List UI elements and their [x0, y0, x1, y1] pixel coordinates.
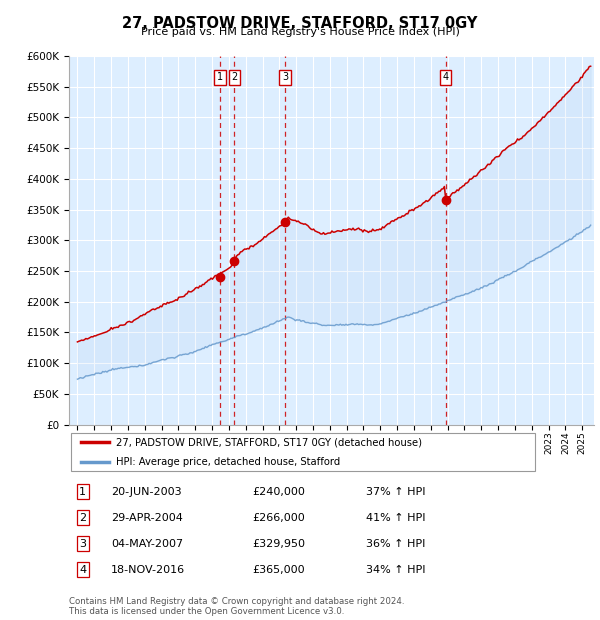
Text: 1: 1 — [79, 487, 86, 497]
Text: £266,000: £266,000 — [252, 513, 305, 523]
Text: 3: 3 — [282, 73, 288, 82]
Text: 1: 1 — [217, 73, 223, 82]
FancyBboxPatch shape — [71, 433, 535, 471]
Text: £329,950: £329,950 — [252, 539, 305, 549]
Text: 29-APR-2004: 29-APR-2004 — [111, 513, 183, 523]
Text: 2: 2 — [79, 513, 86, 523]
Text: 37% ↑ HPI: 37% ↑ HPI — [366, 487, 425, 497]
Text: 34% ↑ HPI: 34% ↑ HPI — [366, 565, 425, 575]
Text: 18-NOV-2016: 18-NOV-2016 — [111, 565, 185, 575]
Text: 04-MAY-2007: 04-MAY-2007 — [111, 539, 183, 549]
Text: Price paid vs. HM Land Registry's House Price Index (HPI): Price paid vs. HM Land Registry's House … — [140, 27, 460, 37]
Text: 27, PADSTOW DRIVE, STAFFORD, ST17 0GY (detached house): 27, PADSTOW DRIVE, STAFFORD, ST17 0GY (d… — [116, 437, 422, 447]
Text: 41% ↑ HPI: 41% ↑ HPI — [366, 513, 425, 523]
Text: 27, PADSTOW DRIVE, STAFFORD, ST17 0GY: 27, PADSTOW DRIVE, STAFFORD, ST17 0GY — [122, 16, 478, 30]
Text: £365,000: £365,000 — [252, 565, 305, 575]
Text: 4: 4 — [443, 73, 449, 82]
Text: 4: 4 — [79, 565, 86, 575]
Text: 36% ↑ HPI: 36% ↑ HPI — [366, 539, 425, 549]
Text: 3: 3 — [79, 539, 86, 549]
Text: £240,000: £240,000 — [252, 487, 305, 497]
Text: 2: 2 — [231, 73, 238, 82]
Text: Contains HM Land Registry data © Crown copyright and database right 2024.
This d: Contains HM Land Registry data © Crown c… — [69, 597, 404, 616]
Text: HPI: Average price, detached house, Stafford: HPI: Average price, detached house, Staf… — [116, 457, 340, 467]
Text: 20-JUN-2003: 20-JUN-2003 — [111, 487, 182, 497]
